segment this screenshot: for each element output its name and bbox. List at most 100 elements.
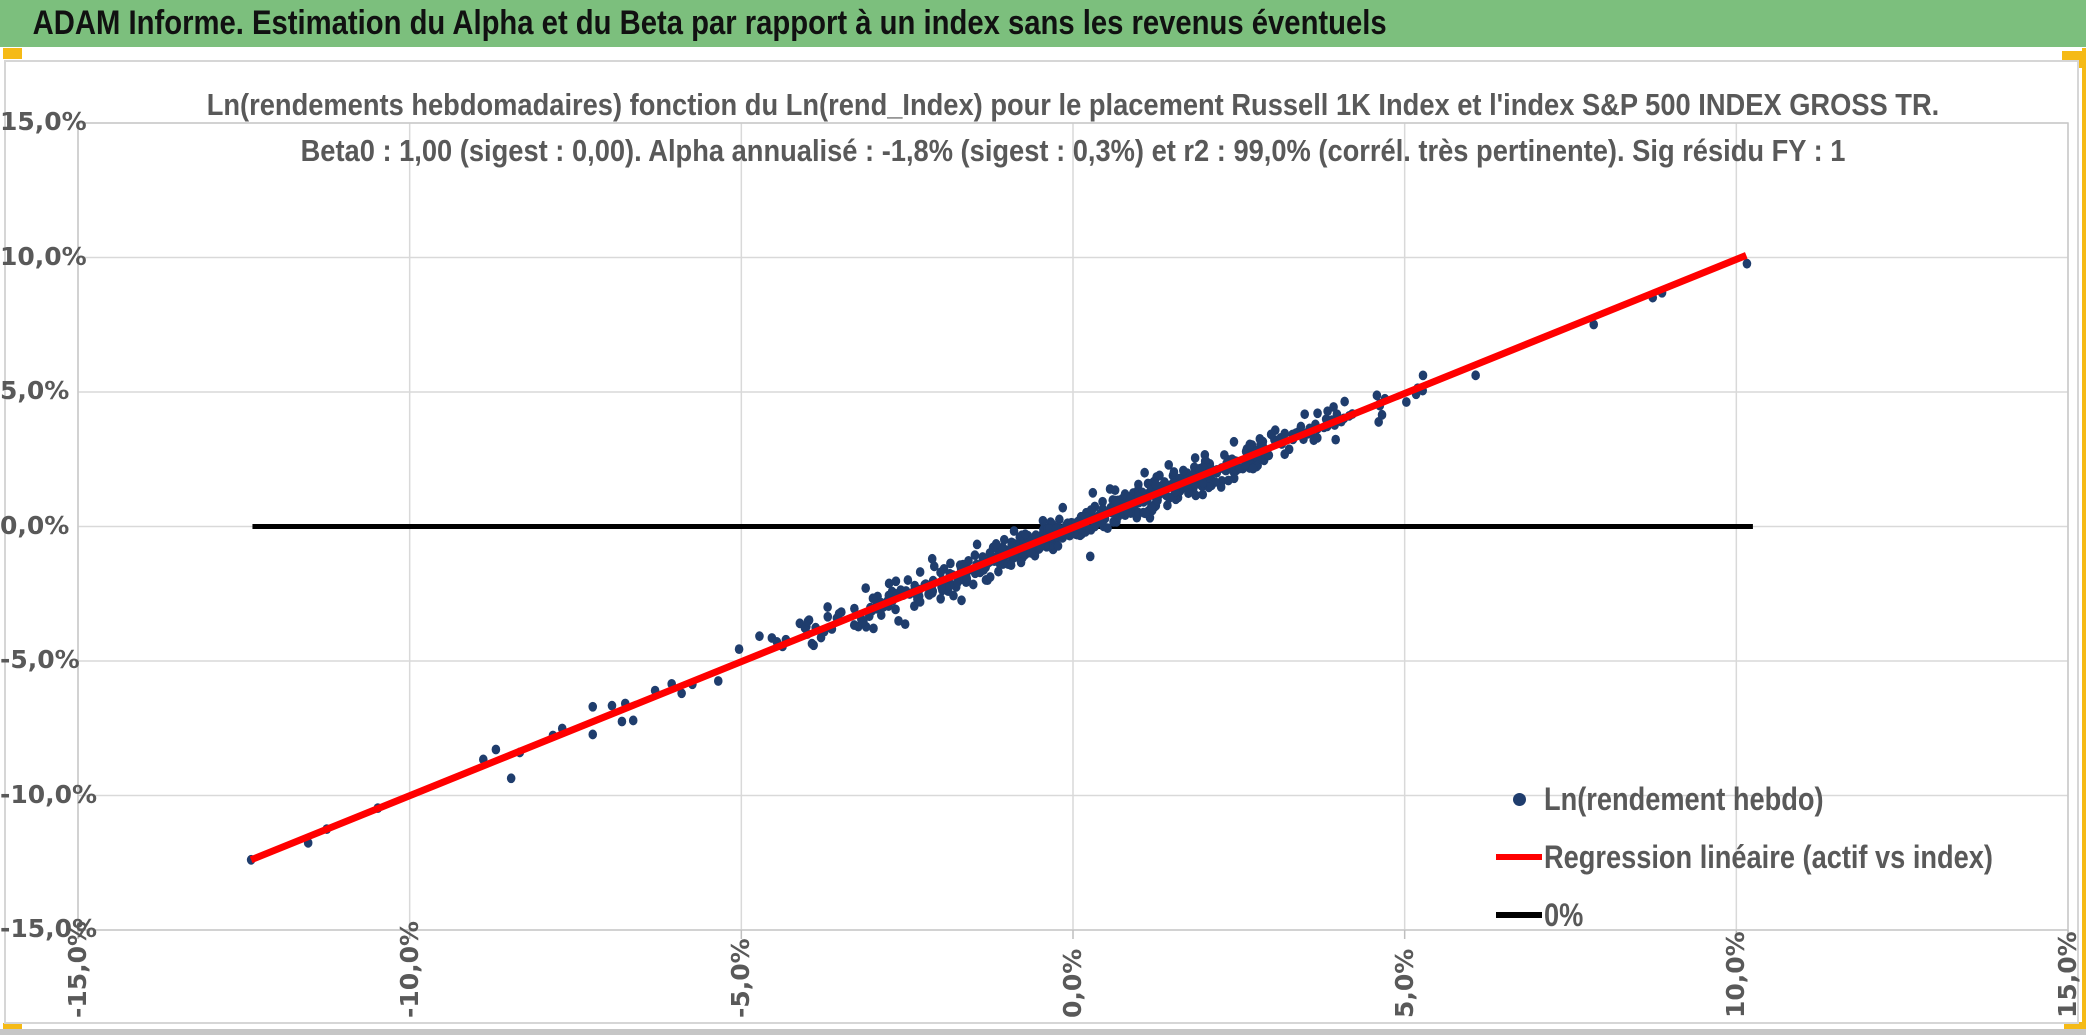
legend-item-regression[interactable]: Regression linéaire (actif vs index) <box>1494 838 2072 876</box>
legend-item-scatter[interactable]: Ln(rendement hebdo) <box>1494 780 2072 818</box>
scatter-point <box>506 773 516 784</box>
scatter-point <box>1085 551 1095 562</box>
scatter-point <box>972 539 982 550</box>
scatter-point <box>803 616 813 627</box>
scatter-point <box>868 593 878 604</box>
scatter-point <box>1103 523 1112 534</box>
scatter-point <box>1045 524 1054 534</box>
scatter-point <box>850 603 859 614</box>
y-tick-label: -5,0% <box>0 645 80 674</box>
accent-column-right <box>2082 48 2086 1035</box>
scatter-point <box>958 559 968 570</box>
scatter-point <box>1016 557 1026 568</box>
scatter-point <box>1418 370 1428 381</box>
scatter-point <box>1372 390 1382 401</box>
scatter-point <box>985 572 995 582</box>
y-tick-label: -15,0% <box>0 914 98 943</box>
chart-legend[interactable]: Ln(rendement hebdo) Regression linéaire … <box>1494 780 2072 954</box>
scatter-point <box>884 578 894 589</box>
scatter-point <box>985 548 995 558</box>
scatter-point <box>1155 470 1164 481</box>
scatter-point <box>1248 463 1258 474</box>
scatter-point <box>936 567 945 578</box>
scatter-point <box>1329 402 1338 412</box>
scatter-point <box>869 623 878 634</box>
scatter-point <box>617 716 627 727</box>
scatter-point <box>1191 490 1201 501</box>
scatter-point <box>946 558 955 569</box>
scatter-point <box>1140 467 1149 478</box>
scatter-point <box>1006 560 1016 571</box>
scatter-point <box>1164 459 1174 470</box>
scatter-point <box>1229 436 1239 447</box>
scatter-point <box>929 561 939 572</box>
scatter-point <box>1245 439 1255 450</box>
chart-title-line2: Beta0 : 1,00 (sigest : 0,00). Alpha annu… <box>300 133 1846 168</box>
scatter-point <box>998 542 1008 553</box>
scatter-point <box>1160 477 1169 487</box>
scatter-point <box>953 577 962 588</box>
scatter-point <box>1020 529 1030 540</box>
scatter-point <box>915 567 925 577</box>
report-banner: ADAM Informe. Estimation du Alpha et du … <box>0 0 2086 47</box>
scatter-point <box>1179 465 1188 476</box>
scatter-point <box>1331 434 1340 445</box>
scatter-point <box>834 608 844 619</box>
scatter-point <box>1140 508 1150 519</box>
scatter-point <box>588 701 598 712</box>
scatter-point <box>1086 505 1096 515</box>
scatter-point <box>970 550 980 561</box>
scatter-point <box>1058 502 1068 513</box>
scatter-point <box>1280 449 1290 460</box>
scatter-point <box>1184 488 1193 499</box>
scatter-point <box>607 700 617 711</box>
scatter-point <box>1589 319 1599 330</box>
scatter-point <box>915 596 925 607</box>
scatter-point <box>1340 396 1349 407</box>
x-tick-label: 0,0% <box>1058 948 1087 1018</box>
scatter-point <box>1198 478 1208 488</box>
scatter-point <box>1402 397 1411 407</box>
scatter-point <box>876 610 886 620</box>
scatter-point <box>1377 409 1387 420</box>
scatter-point <box>1026 547 1036 558</box>
scatter-point <box>1742 258 1752 269</box>
scatter-point <box>949 590 958 601</box>
y-tick-label: 5,0% <box>0 376 70 405</box>
worksheet-row-divider <box>0 1029 2086 1035</box>
scatter-point <box>809 640 818 651</box>
scatter-point <box>767 633 777 643</box>
scatter-point <box>1216 482 1226 492</box>
scatter-point <box>734 644 744 655</box>
scatter-point <box>962 572 971 583</box>
chart-title: Ln(rendements hebdomadaires) fonction du… <box>78 82 2068 174</box>
scatter-point <box>927 553 937 564</box>
scatter-point <box>999 534 1009 545</box>
x-tick-label: -5,0% <box>726 938 756 1018</box>
scatter-point <box>755 631 764 642</box>
legend-label: Regression linéaire (actif vs index) <box>1544 838 1993 875</box>
scatter-point <box>491 744 501 755</box>
scatter-point <box>628 715 638 726</box>
scatter-point <box>713 676 723 686</box>
accent-cell-top-left <box>3 48 22 59</box>
scatter-point <box>1146 502 1156 513</box>
scatter-point <box>1055 514 1064 525</box>
scatter-point <box>1280 428 1290 439</box>
scatter-point <box>994 566 1003 577</box>
y-tick-label: 15,0% <box>0 107 87 136</box>
scatter-point <box>861 583 870 594</box>
scatter-point <box>823 611 833 622</box>
legend-label: 0% <box>1544 896 1584 933</box>
scatter-point <box>1229 473 1239 484</box>
scatter-point <box>1471 370 1480 381</box>
scatter-point <box>849 620 859 630</box>
scatter-point <box>1300 409 1310 420</box>
scatter-point <box>1088 487 1098 498</box>
legend-item-zero[interactable]: 0% <box>1494 896 2072 934</box>
scatter-point <box>1313 408 1322 419</box>
scatter-point <box>891 604 900 615</box>
scatter-point <box>677 688 686 699</box>
